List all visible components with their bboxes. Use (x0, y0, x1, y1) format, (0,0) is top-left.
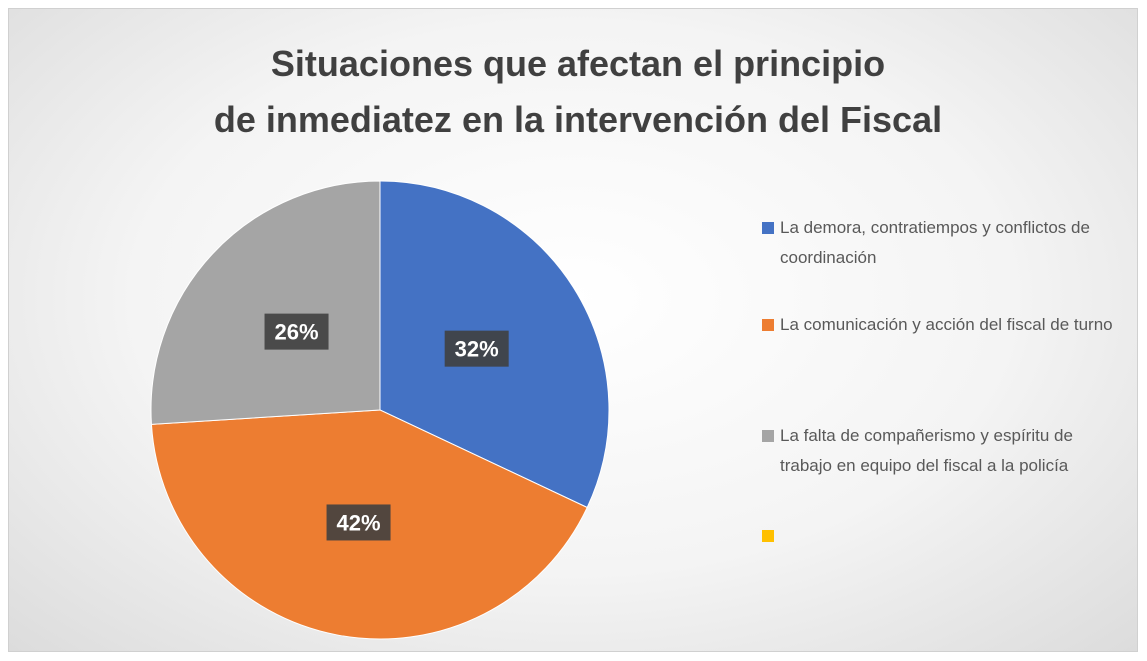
legend-swatch (762, 530, 774, 542)
legend-swatch (762, 222, 774, 234)
data-label-box (444, 330, 509, 367)
legend-item: La comunicación y acción del fiscal de t… (762, 310, 1127, 340)
data-label: 32% (455, 337, 499, 362)
legend-item: La demora, contratiempos y conflictos de… (762, 213, 1127, 273)
data-label-box (264, 313, 329, 350)
legend-swatch (762, 430, 774, 442)
chart-title: Situaciones que afectan el principio de i… (214, 43, 942, 140)
legend-item: La falta de compañerismo y espíritu de t… (762, 421, 1127, 481)
legend-label: La falta de compañerismo y espíritu de t… (780, 426, 1073, 475)
data-label: 42% (337, 510, 381, 535)
legend-label: La comunicación y acción del fiscal de t… (780, 315, 1113, 334)
data-label: 26% (275, 320, 319, 345)
pie-slice (150, 180, 381, 425)
legend-swatch (762, 319, 774, 331)
legend-item (762, 521, 1127, 542)
legend-label: La demora, contratiempos y conflictos de… (780, 218, 1090, 267)
data-label-box (326, 504, 391, 541)
